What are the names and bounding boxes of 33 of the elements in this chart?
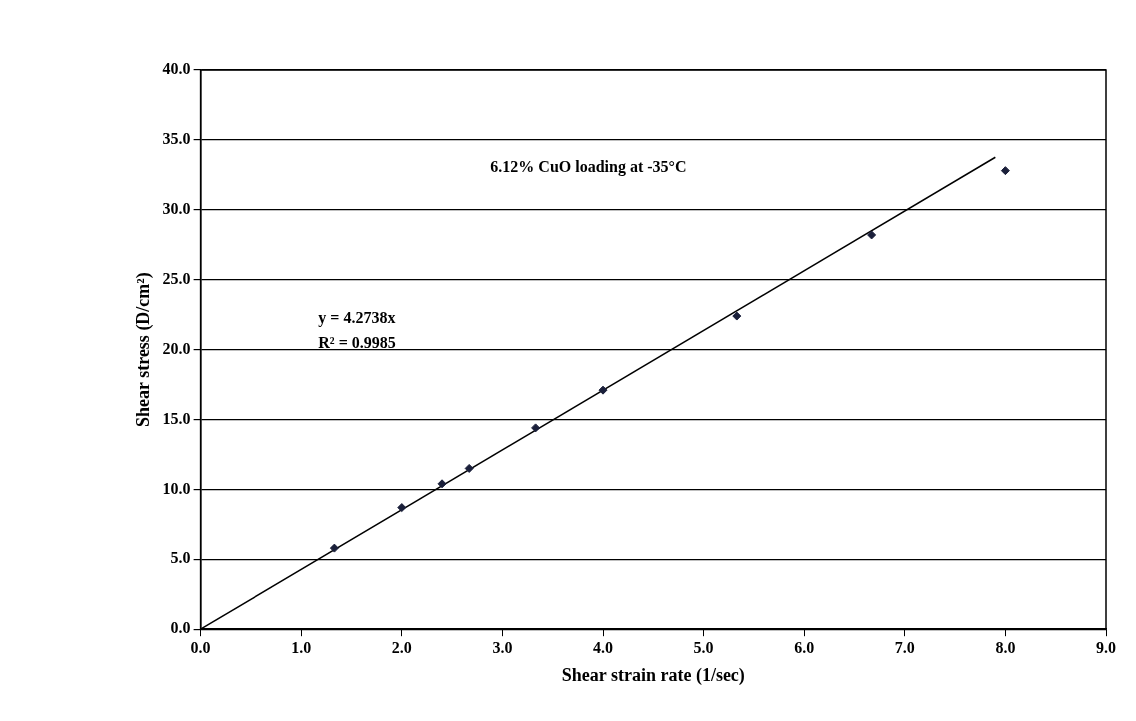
x-tick-label: 6.0 [794, 638, 815, 656]
y-tick-label: 35.0 [162, 130, 191, 148]
x-tick-label: 5.0 [693, 638, 714, 656]
point [732, 311, 742, 321]
y-tick-label: 20.0 [162, 339, 191, 357]
x-tick-label: 3.0 [492, 638, 513, 656]
x-tick-label: 7.0 [894, 638, 915, 656]
y-tick-label: 15.0 [162, 409, 191, 427]
y-tick-label: 10.0 [162, 479, 191, 497]
point [867, 230, 877, 240]
point [464, 463, 474, 473]
x-axis-title: Shear strain rate (1/sec) [561, 664, 745, 686]
x-tick-label: 8.0 [995, 638, 1016, 656]
x-tick-label: 9.0 [1096, 638, 1116, 656]
point [531, 423, 541, 433]
x-tick-label: 4.0 [593, 638, 613, 656]
point [1000, 166, 1010, 176]
point [397, 503, 407, 513]
y-tick-label: 25.0 [162, 269, 191, 287]
point [437, 479, 447, 489]
y-tick-label: 0.0 [170, 619, 191, 637]
y-axis-title: Shear stress (D/cm²) [133, 272, 155, 427]
point [329, 543, 339, 553]
x-tick-label: 2.0 [391, 638, 412, 656]
y-tick-label: 30.0 [162, 199, 191, 217]
annotation: y = 4.2738x [318, 308, 396, 327]
y-tick-label: 40.0 [162, 60, 191, 78]
y-tick-label: 5.0 [170, 549, 191, 567]
x-tick-label: 0.0 [190, 638, 211, 656]
x-tick-label: 1.0 [291, 638, 312, 656]
annotation: R² = 0.9985 [318, 334, 396, 352]
annotation: 6.12% CuO loading at -35°C [490, 158, 687, 176]
point [598, 385, 608, 395]
